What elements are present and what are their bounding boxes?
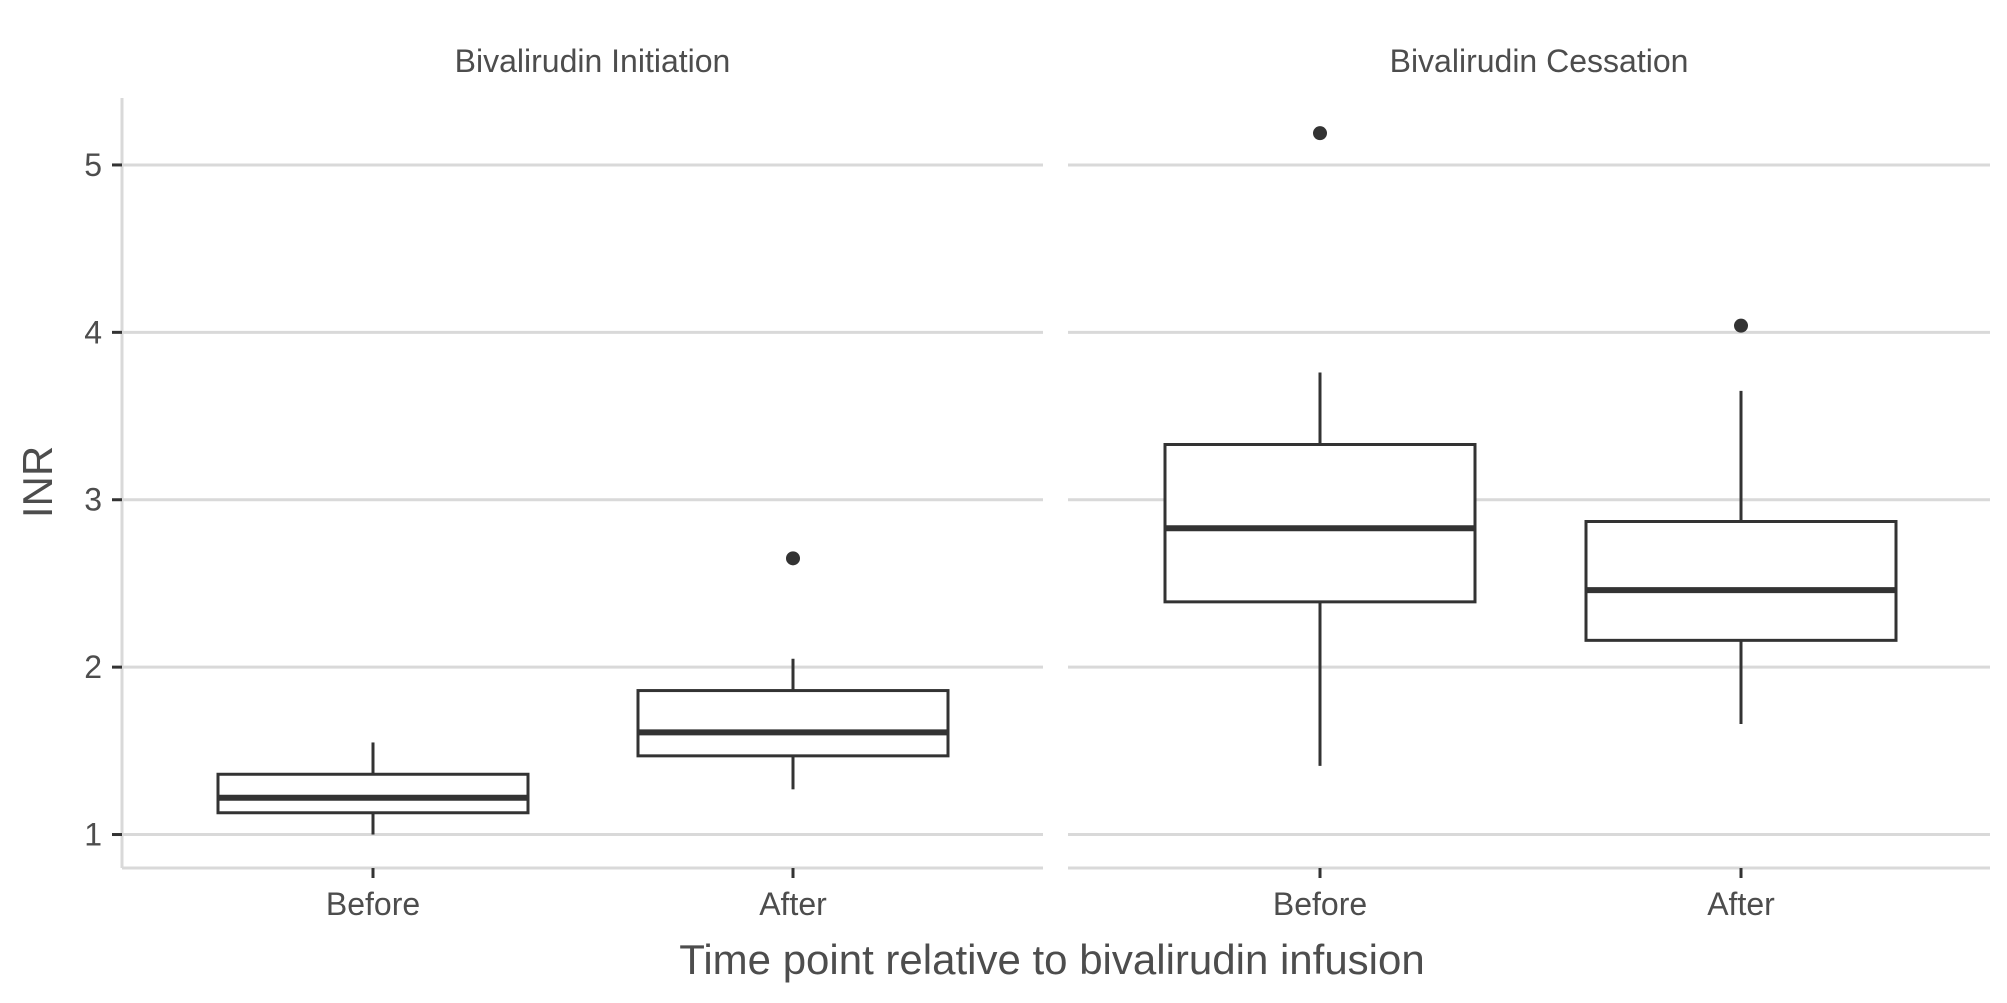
outlier-point <box>1313 126 1327 141</box>
y-tick-label: 2 <box>84 649 102 685</box>
x-tick-label: Before <box>1273 886 1367 922</box>
panel-title: Bivalirudin Cessation <box>1390 43 1689 79</box>
x-axis-title: Time point relative to bivalirudin infus… <box>679 936 1424 983</box>
x-tick-label: After <box>759 886 827 922</box>
panel-title: Bivalirudin Initiation <box>455 43 731 79</box>
panel-1: Bivalirudin Initiation Before After <box>122 43 1043 922</box>
box-iqr <box>636 689 950 758</box>
outlier-point <box>786 551 800 566</box>
x-tick-label: After <box>1707 886 1775 922</box>
y-axis: 1 2 3 4 5 <box>84 98 124 868</box>
panel-2: Bivalirudin Cessation Before After <box>1068 43 1990 922</box>
y-tick-label: 1 <box>84 817 102 853</box>
box-iqr <box>1163 443 1477 604</box>
box-before <box>216 742 530 835</box>
y-tick-label: 5 <box>84 147 102 183</box>
y-tick-label: 4 <box>84 314 102 350</box>
box-iqr <box>216 772 530 815</box>
x-tick-label: Before <box>326 886 420 922</box>
box-before <box>1163 126 1477 766</box>
box-after <box>636 551 950 790</box>
y-axis-title: INR <box>14 446 61 518</box>
box-after <box>1584 318 1898 725</box>
y-tick-label: 3 <box>84 482 102 518</box>
box-iqr <box>1584 520 1898 642</box>
outlier-point <box>1734 318 1748 333</box>
gridlines <box>122 163 1990 837</box>
